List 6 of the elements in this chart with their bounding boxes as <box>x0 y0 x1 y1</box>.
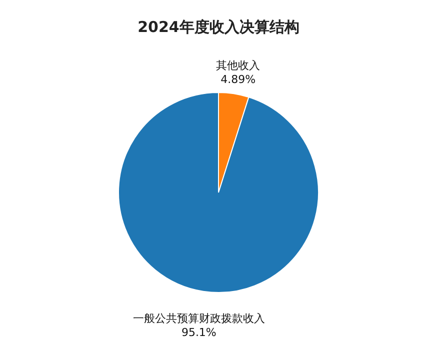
slice-label: 一般公共预算财政拨款收入 <box>132 312 265 325</box>
slice-label: 其他收入 <box>216 59 260 72</box>
data-label: 4.89% <box>220 73 256 86</box>
data-label: 95.1% <box>181 326 216 339</box>
chart-title: 2024年度收入决算结构 <box>138 18 300 36</box>
pie-slice <box>118 92 319 293</box>
